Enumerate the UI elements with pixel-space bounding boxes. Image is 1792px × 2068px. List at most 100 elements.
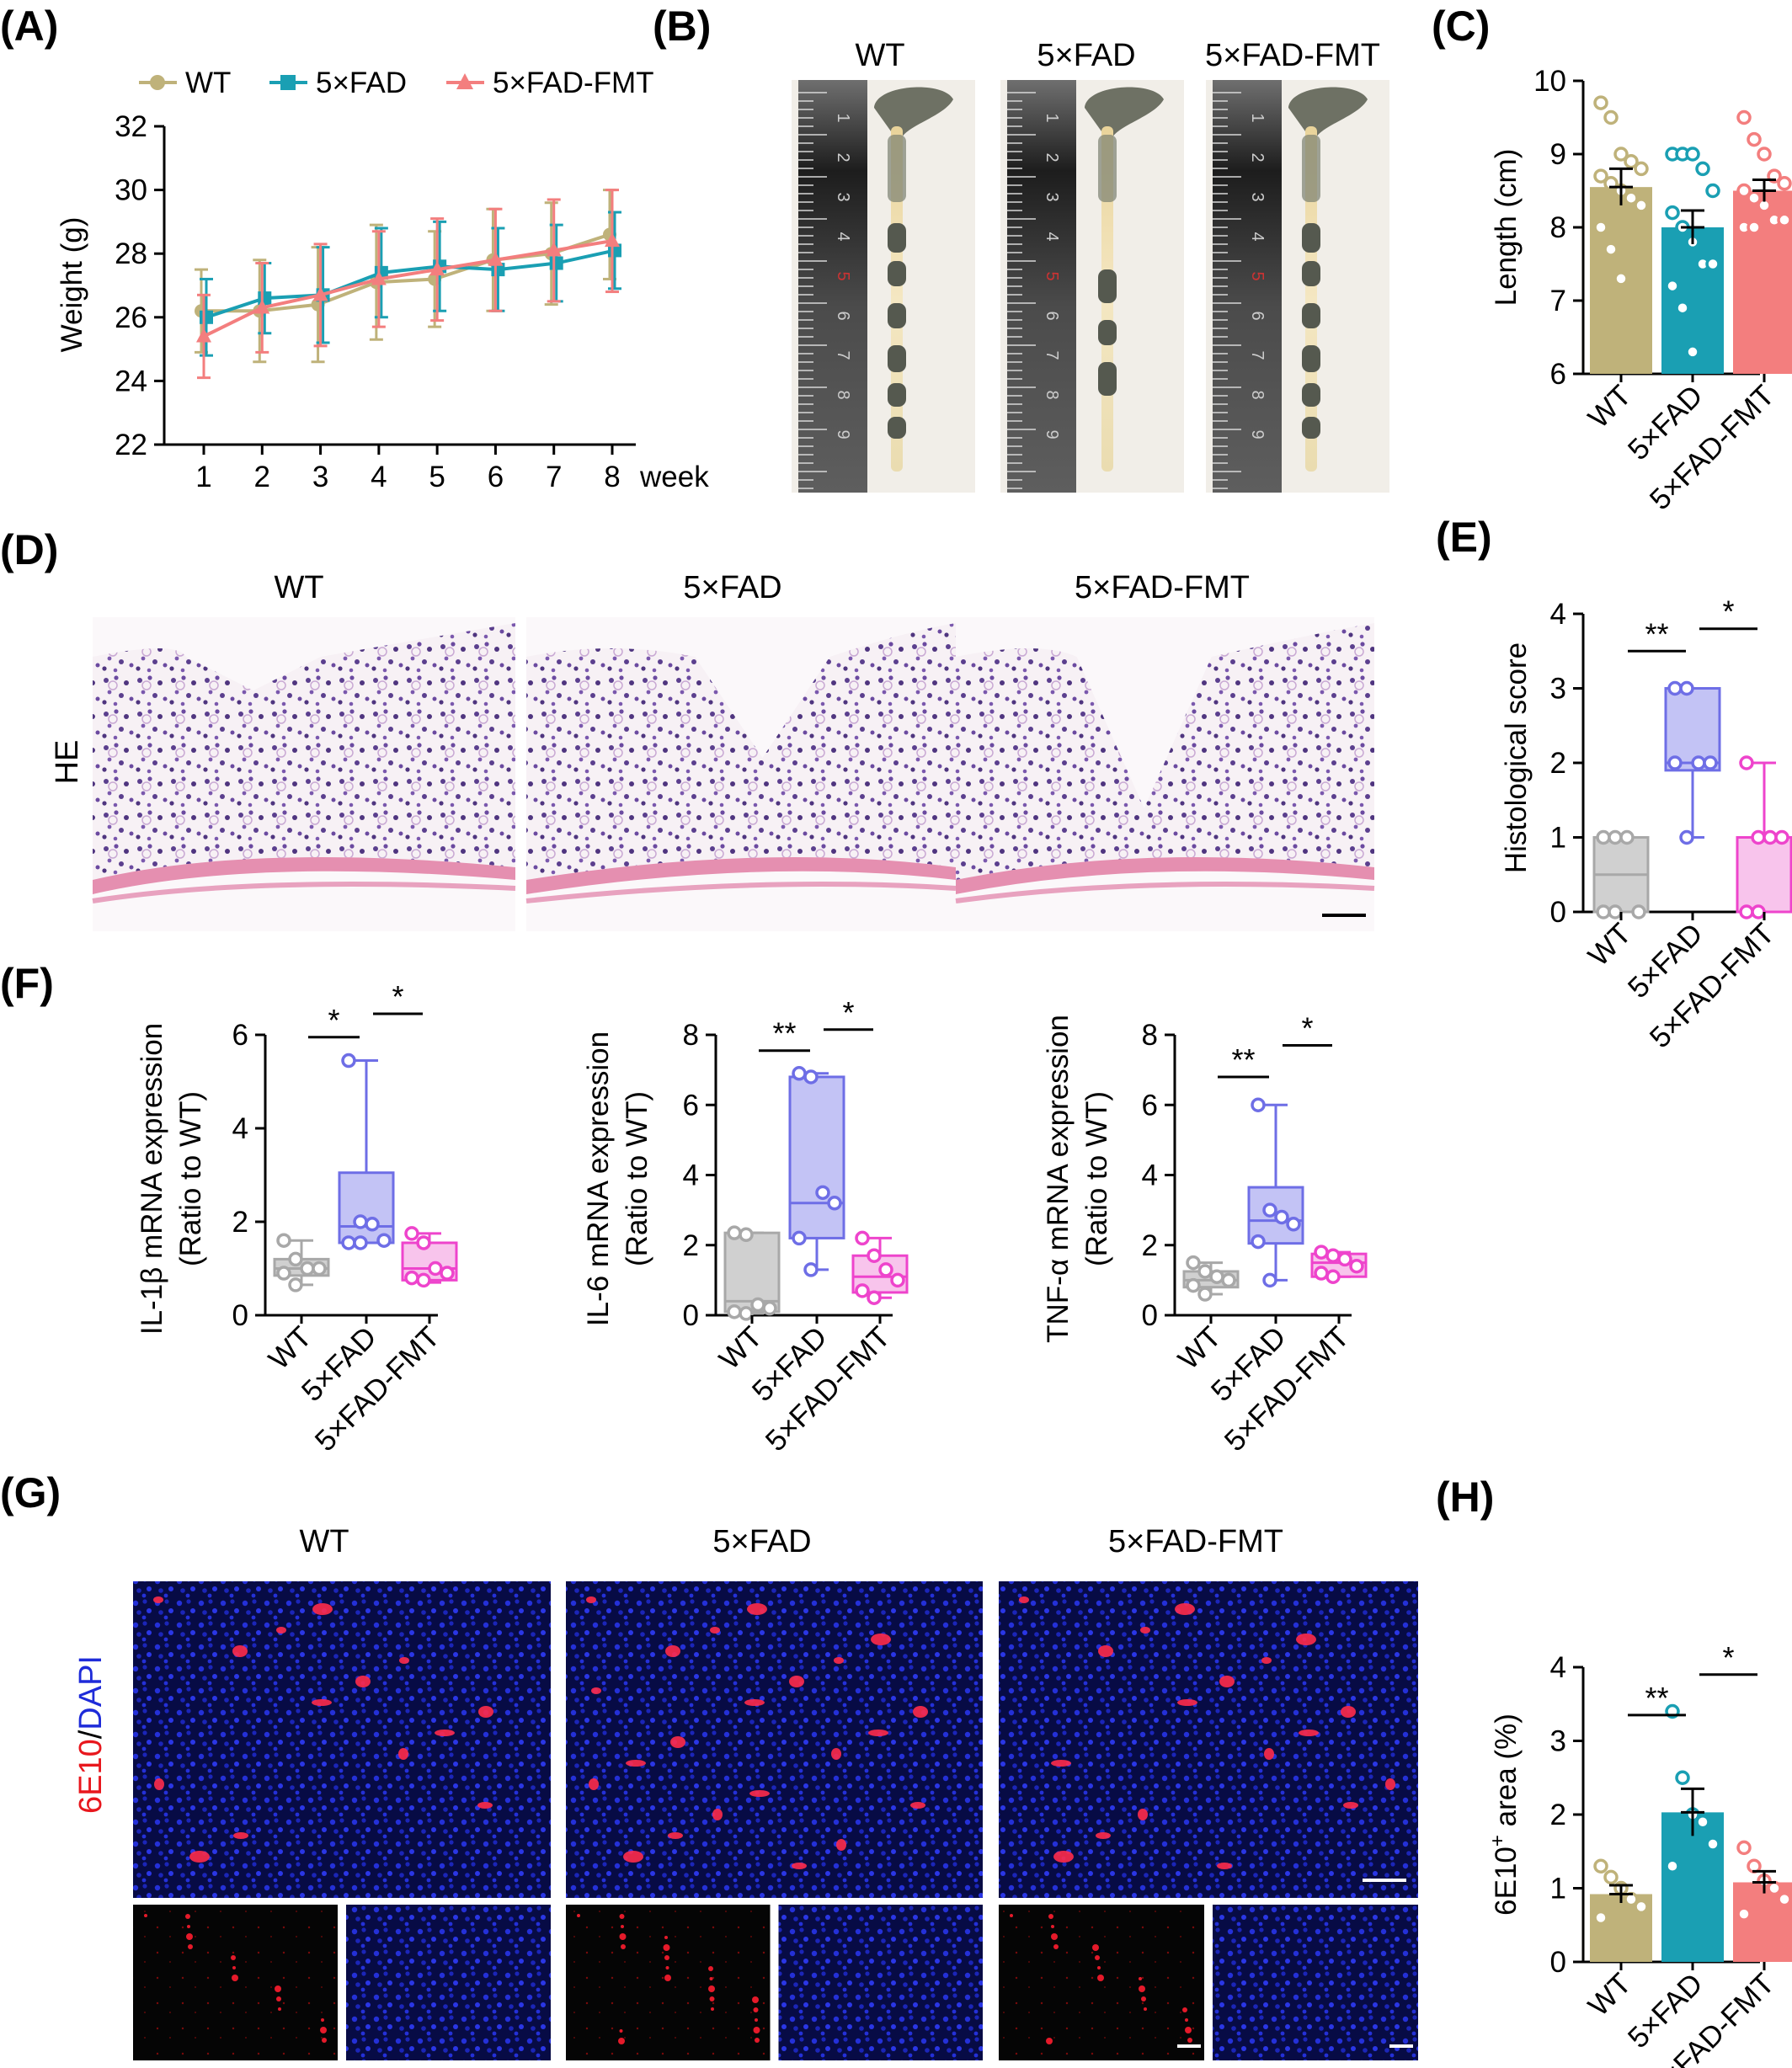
- F1-point: [288, 1251, 303, 1267]
- H-ylabel: 6E10+ area (%): [1486, 1714, 1523, 1916]
- H-point: [1603, 1869, 1619, 1885]
- 2-ytick-label: 3: [1550, 673, 1566, 706]
- panel-letter-A: (A): [0, 3, 58, 50]
- F2-point: [867, 1290, 882, 1305]
- A-point-triangle: [605, 232, 620, 248]
- B-ruler-number: 9: [834, 429, 852, 439]
- C-point: [1624, 153, 1639, 169]
- 4-ytick-label: 0: [683, 1299, 699, 1332]
- B-colon-segment: [1302, 135, 1320, 202]
- F2-point: [727, 1225, 742, 1240]
- E-point: [1608, 829, 1623, 845]
- F2-point: [727, 1304, 742, 1319]
- legend-label: 5×FAD: [316, 67, 407, 99]
- D-side-label: HE: [50, 740, 85, 785]
- G-merge-image: [566, 1581, 983, 1898]
- chart-weight: 22 24 26 28 30 32 1 2 3 4 5 6 7 8 week Weight (g) WT 5×FA…: [56, 67, 709, 493]
- A-point-triangle: [488, 251, 504, 266]
- legend-label: 5×FAD-FMT: [493, 67, 654, 99]
- B-label: 5×FAD: [1037, 38, 1135, 73]
- B-photo-2: 1 2 3 4 5 6 7 8 9: [1206, 80, 1389, 493]
- F1-sig-label: *: [328, 1003, 339, 1037]
- 5-ytick-label: 6: [1142, 1089, 1158, 1122]
- 2-ytick-label: 0: [1550, 896, 1566, 929]
- 1-ytick-label: 6: [1550, 358, 1566, 391]
- A-point-triangle: [196, 328, 211, 343]
- A-xtick-label: 8: [604, 461, 620, 493]
- C-xtick-label: 5×FAD-FMT: [1644, 379, 1781, 516]
- B-feces: [1302, 417, 1320, 439]
- F1-ylabel: IL-1β mRNA expression: [136, 1023, 168, 1335]
- C-point: [1603, 109, 1619, 125]
- F2-xtick-label: WT: [713, 1320, 769, 1376]
- F3-point: [1197, 1287, 1213, 1302]
- B-ruler-number: 2: [1248, 152, 1267, 162]
- 5-ytick-label: 2: [1142, 1229, 1158, 1262]
- F2-box: [788, 1075, 845, 1239]
- H-point: [1695, 1815, 1710, 1830]
- B-ruler-number: 2: [834, 152, 852, 162]
- G-label: 5×FAD: [712, 1524, 811, 1559]
- E-point: [1619, 829, 1635, 845]
- G-red-signal: [1140, 1627, 1150, 1634]
- G-red-signal: [399, 1657, 409, 1664]
- F3-point: [1286, 1217, 1301, 1232]
- H-point: [1705, 1836, 1720, 1852]
- E-point: [1679, 680, 1694, 696]
- H-point: [1675, 1770, 1690, 1785]
- D-image-1: [525, 617, 957, 931]
- panel-letter-H: (H): [1436, 1474, 1494, 1521]
- G-red-dot: [752, 1996, 759, 2003]
- B-feces: [888, 261, 906, 286]
- G-red-signal: [834, 1657, 844, 1664]
- B-ruler-number: 5: [834, 271, 852, 280]
- G-red-signal: [710, 1627, 720, 1634]
- B-feces: [888, 383, 906, 407]
- D-serosa: [955, 882, 1375, 903]
- E-box: [1736, 836, 1792, 914]
- G-red-dot: [1095, 1955, 1100, 1960]
- B-feces: [1098, 269, 1117, 303]
- F3-point: [1314, 1245, 1329, 1260]
- F2-point: [739, 1306, 754, 1321]
- F1-point: [300, 1261, 315, 1277]
- G-red-signal: [626, 1760, 646, 1767]
- F3-point: [1314, 1266, 1329, 1281]
- C-point: [1747, 131, 1762, 147]
- B-ruler-number: 6: [834, 311, 852, 320]
- G-red-dot: [278, 2007, 281, 2011]
- C-point: [1624, 190, 1639, 205]
- 1-ytick-label: 10: [1533, 65, 1566, 98]
- panel-letter-F: (F): [0, 960, 54, 1007]
- H-point: [1593, 1858, 1608, 1873]
- G-red-dot: [621, 1944, 626, 1949]
- E-sig-label: *: [1722, 594, 1734, 629]
- F1-sig-label: *: [392, 979, 403, 1014]
- H-point: [1593, 1910, 1608, 1926]
- B-ruler-number: 5: [1248, 271, 1267, 280]
- 2-ytick-label: 2: [1550, 747, 1566, 780]
- 4-ytick-label: 6: [683, 1089, 699, 1122]
- G-red-dot: [1141, 1996, 1146, 2001]
- E-point: [1763, 829, 1778, 845]
- B-feces: [1302, 383, 1320, 407]
- G-red-dot: [1097, 1975, 1104, 1981]
- A-ytick-label: 28: [115, 237, 147, 270]
- B-photo-1: 1 2 3 4 5 6 7 8 9: [1000, 80, 1184, 493]
- D-mucosa: [93, 623, 515, 880]
- E-point: [1596, 904, 1611, 919]
- E-xtick-label: WT: [1582, 917, 1638, 973]
- H-sig-label: *: [1722, 1640, 1734, 1675]
- F2-ylabel: IL-6 mRNA expression: [582, 1031, 615, 1326]
- 1-ytick-label: 9: [1550, 138, 1566, 171]
- F2-point: [815, 1185, 830, 1201]
- F3-point: [1186, 1277, 1201, 1293]
- G-red-dot: [708, 1985, 715, 1992]
- G-red-signal: [586, 1596, 596, 1603]
- G-red-signal: [670, 1736, 685, 1748]
- G-red-signal: [477, 1802, 493, 1809]
- G-red-dot: [320, 2027, 327, 2033]
